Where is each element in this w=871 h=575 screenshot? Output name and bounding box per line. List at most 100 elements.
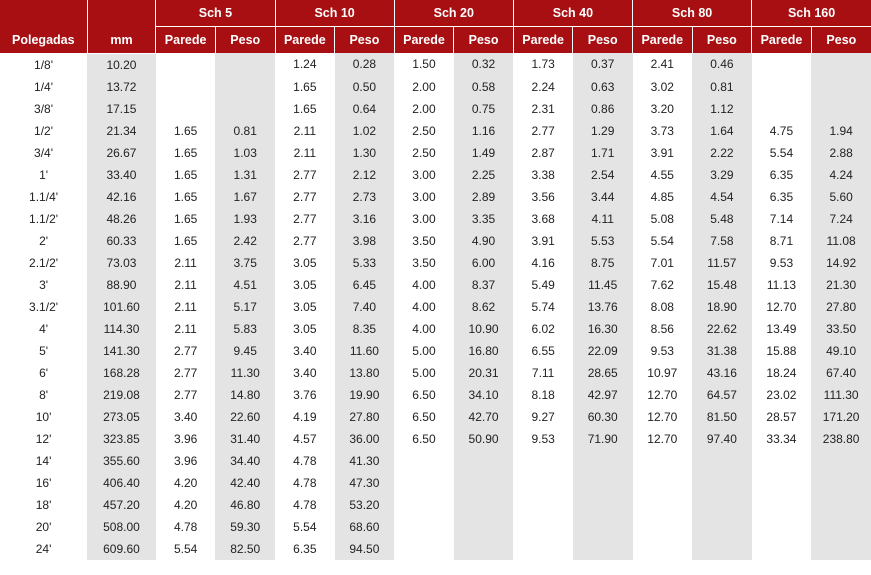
cell-peso: 3.75 bbox=[215, 252, 275, 274]
cell-parede: 7.14 bbox=[752, 208, 812, 230]
cell-peso bbox=[573, 450, 633, 472]
cell-peso bbox=[811, 53, 871, 76]
cell-peso: 238.80 bbox=[811, 428, 871, 450]
cell-parede: 6.35 bbox=[752, 164, 812, 186]
header-sch80: Sch 80 bbox=[633, 0, 752, 27]
cell-peso: 20.31 bbox=[454, 362, 514, 384]
cell-mm: 141.30 bbox=[87, 340, 156, 362]
cell-parede: 2.77 bbox=[275, 230, 335, 252]
header-parede: Parede bbox=[275, 27, 335, 54]
cell-peso: 4.24 bbox=[811, 164, 871, 186]
cell-peso: 41.30 bbox=[335, 450, 395, 472]
cell-parede: 10.97 bbox=[633, 362, 693, 384]
cell-parede: 5.54 bbox=[275, 516, 335, 538]
header-peso: Peso bbox=[454, 27, 514, 54]
cell-peso bbox=[454, 516, 514, 538]
header-parede: Parede bbox=[513, 27, 573, 54]
cell-peso: 67.40 bbox=[811, 362, 871, 384]
cell-peso: 0.81 bbox=[215, 120, 275, 142]
cell-peso: 5.48 bbox=[692, 208, 752, 230]
cell-parede: 2.77 bbox=[156, 340, 216, 362]
cell-parede: 2.77 bbox=[156, 362, 216, 384]
cell-parede bbox=[752, 98, 812, 120]
cell-peso: 7.58 bbox=[692, 230, 752, 252]
cell-peso: 6.00 bbox=[454, 252, 514, 274]
cell-peso: 33.50 bbox=[811, 318, 871, 340]
cell-peso: 0.50 bbox=[335, 76, 395, 98]
cell-parede: 33.34 bbox=[752, 428, 812, 450]
table-row: 14'355.603.9634.404.7841.30 bbox=[0, 450, 871, 472]
cell-parede: 2.11 bbox=[275, 142, 335, 164]
cell-polegadas: 1/4' bbox=[0, 76, 87, 98]
table-row: 24'609.605.5482.506.3594.50 bbox=[0, 538, 871, 560]
cell-parede: 3.38 bbox=[513, 164, 573, 186]
header-sch10: Sch 10 bbox=[275, 0, 394, 27]
cell-peso: 0.86 bbox=[573, 98, 633, 120]
cell-parede bbox=[752, 450, 812, 472]
cell-parede: 28.57 bbox=[752, 406, 812, 428]
cell-parede bbox=[752, 516, 812, 538]
cell-parede: 3.73 bbox=[633, 120, 693, 142]
cell-parede: 3.96 bbox=[156, 450, 216, 472]
table-row: 3/4'26.671.651.032.111.302.501.492.871.7… bbox=[0, 142, 871, 164]
cell-peso: 36.00 bbox=[335, 428, 395, 450]
cell-peso: 28.65 bbox=[573, 362, 633, 384]
cell-parede: 1.65 bbox=[156, 120, 216, 142]
cell-peso: 16.30 bbox=[573, 318, 633, 340]
cell-polegadas: 14' bbox=[0, 450, 87, 472]
cell-peso: 0.46 bbox=[692, 53, 752, 76]
header-parede: Parede bbox=[752, 27, 812, 54]
table-row: 2'60.331.652.422.773.983.504.903.915.535… bbox=[0, 230, 871, 252]
cell-peso: 34.10 bbox=[454, 384, 514, 406]
cell-parede: 3.56 bbox=[513, 186, 573, 208]
cell-peso bbox=[692, 494, 752, 516]
cell-parede: 4.57 bbox=[275, 428, 335, 450]
cell-parede: 2.77 bbox=[275, 186, 335, 208]
cell-mm: 10.20 bbox=[87, 53, 156, 76]
cell-parede: 4.78 bbox=[275, 450, 335, 472]
cell-parede: 2.31 bbox=[513, 98, 573, 120]
cell-peso: 34.40 bbox=[215, 450, 275, 472]
cell-parede: 3.50 bbox=[394, 230, 454, 252]
cell-peso: 50.90 bbox=[454, 428, 514, 450]
cell-parede: 4.78 bbox=[156, 516, 216, 538]
table-row: 1/2'21.341.650.812.111.022.501.162.771.2… bbox=[0, 120, 871, 142]
cell-peso: 42.97 bbox=[573, 384, 633, 406]
cell-parede bbox=[394, 472, 454, 494]
cell-peso: 0.37 bbox=[573, 53, 633, 76]
cell-parede: 4.19 bbox=[275, 406, 335, 428]
cell-parede: 13.49 bbox=[752, 318, 812, 340]
cell-peso: 111.30 bbox=[811, 384, 871, 406]
table-body: 1/8'10.201.240.281.500.321.730.372.410.4… bbox=[0, 53, 871, 560]
cell-mm: 609.60 bbox=[87, 538, 156, 560]
cell-polegadas: 4' bbox=[0, 318, 87, 340]
cell-parede: 3.20 bbox=[633, 98, 693, 120]
cell-peso: 8.75 bbox=[573, 252, 633, 274]
cell-parede: 4.00 bbox=[394, 296, 454, 318]
cell-peso: 64.57 bbox=[692, 384, 752, 406]
cell-peso: 2.12 bbox=[335, 164, 395, 186]
cell-peso: 14.92 bbox=[811, 252, 871, 274]
cell-peso: 8.62 bbox=[454, 296, 514, 318]
cell-peso bbox=[692, 450, 752, 472]
cell-parede: 2.00 bbox=[394, 98, 454, 120]
cell-polegadas: 1.1/4' bbox=[0, 186, 87, 208]
header-polegadas: Polegadas bbox=[0, 0, 87, 53]
cell-parede bbox=[752, 76, 812, 98]
cell-peso: 22.09 bbox=[573, 340, 633, 362]
table-row: 3/8'17.151.650.642.000.752.310.863.201.1… bbox=[0, 98, 871, 120]
cell-peso: 1.67 bbox=[215, 186, 275, 208]
cell-parede bbox=[394, 450, 454, 472]
header-sch5: Sch 5 bbox=[156, 0, 275, 27]
cell-peso: 2.73 bbox=[335, 186, 395, 208]
cell-peso: 19.90 bbox=[335, 384, 395, 406]
cell-parede bbox=[513, 450, 573, 472]
cell-peso: 2.54 bbox=[573, 164, 633, 186]
cell-peso bbox=[454, 538, 514, 560]
cell-peso: 0.75 bbox=[454, 98, 514, 120]
cell-parede: 2.24 bbox=[513, 76, 573, 98]
cell-parede: 8.18 bbox=[513, 384, 573, 406]
cell-peso: 42.70 bbox=[454, 406, 514, 428]
header-sch40: Sch 40 bbox=[513, 0, 632, 27]
cell-peso bbox=[692, 538, 752, 560]
